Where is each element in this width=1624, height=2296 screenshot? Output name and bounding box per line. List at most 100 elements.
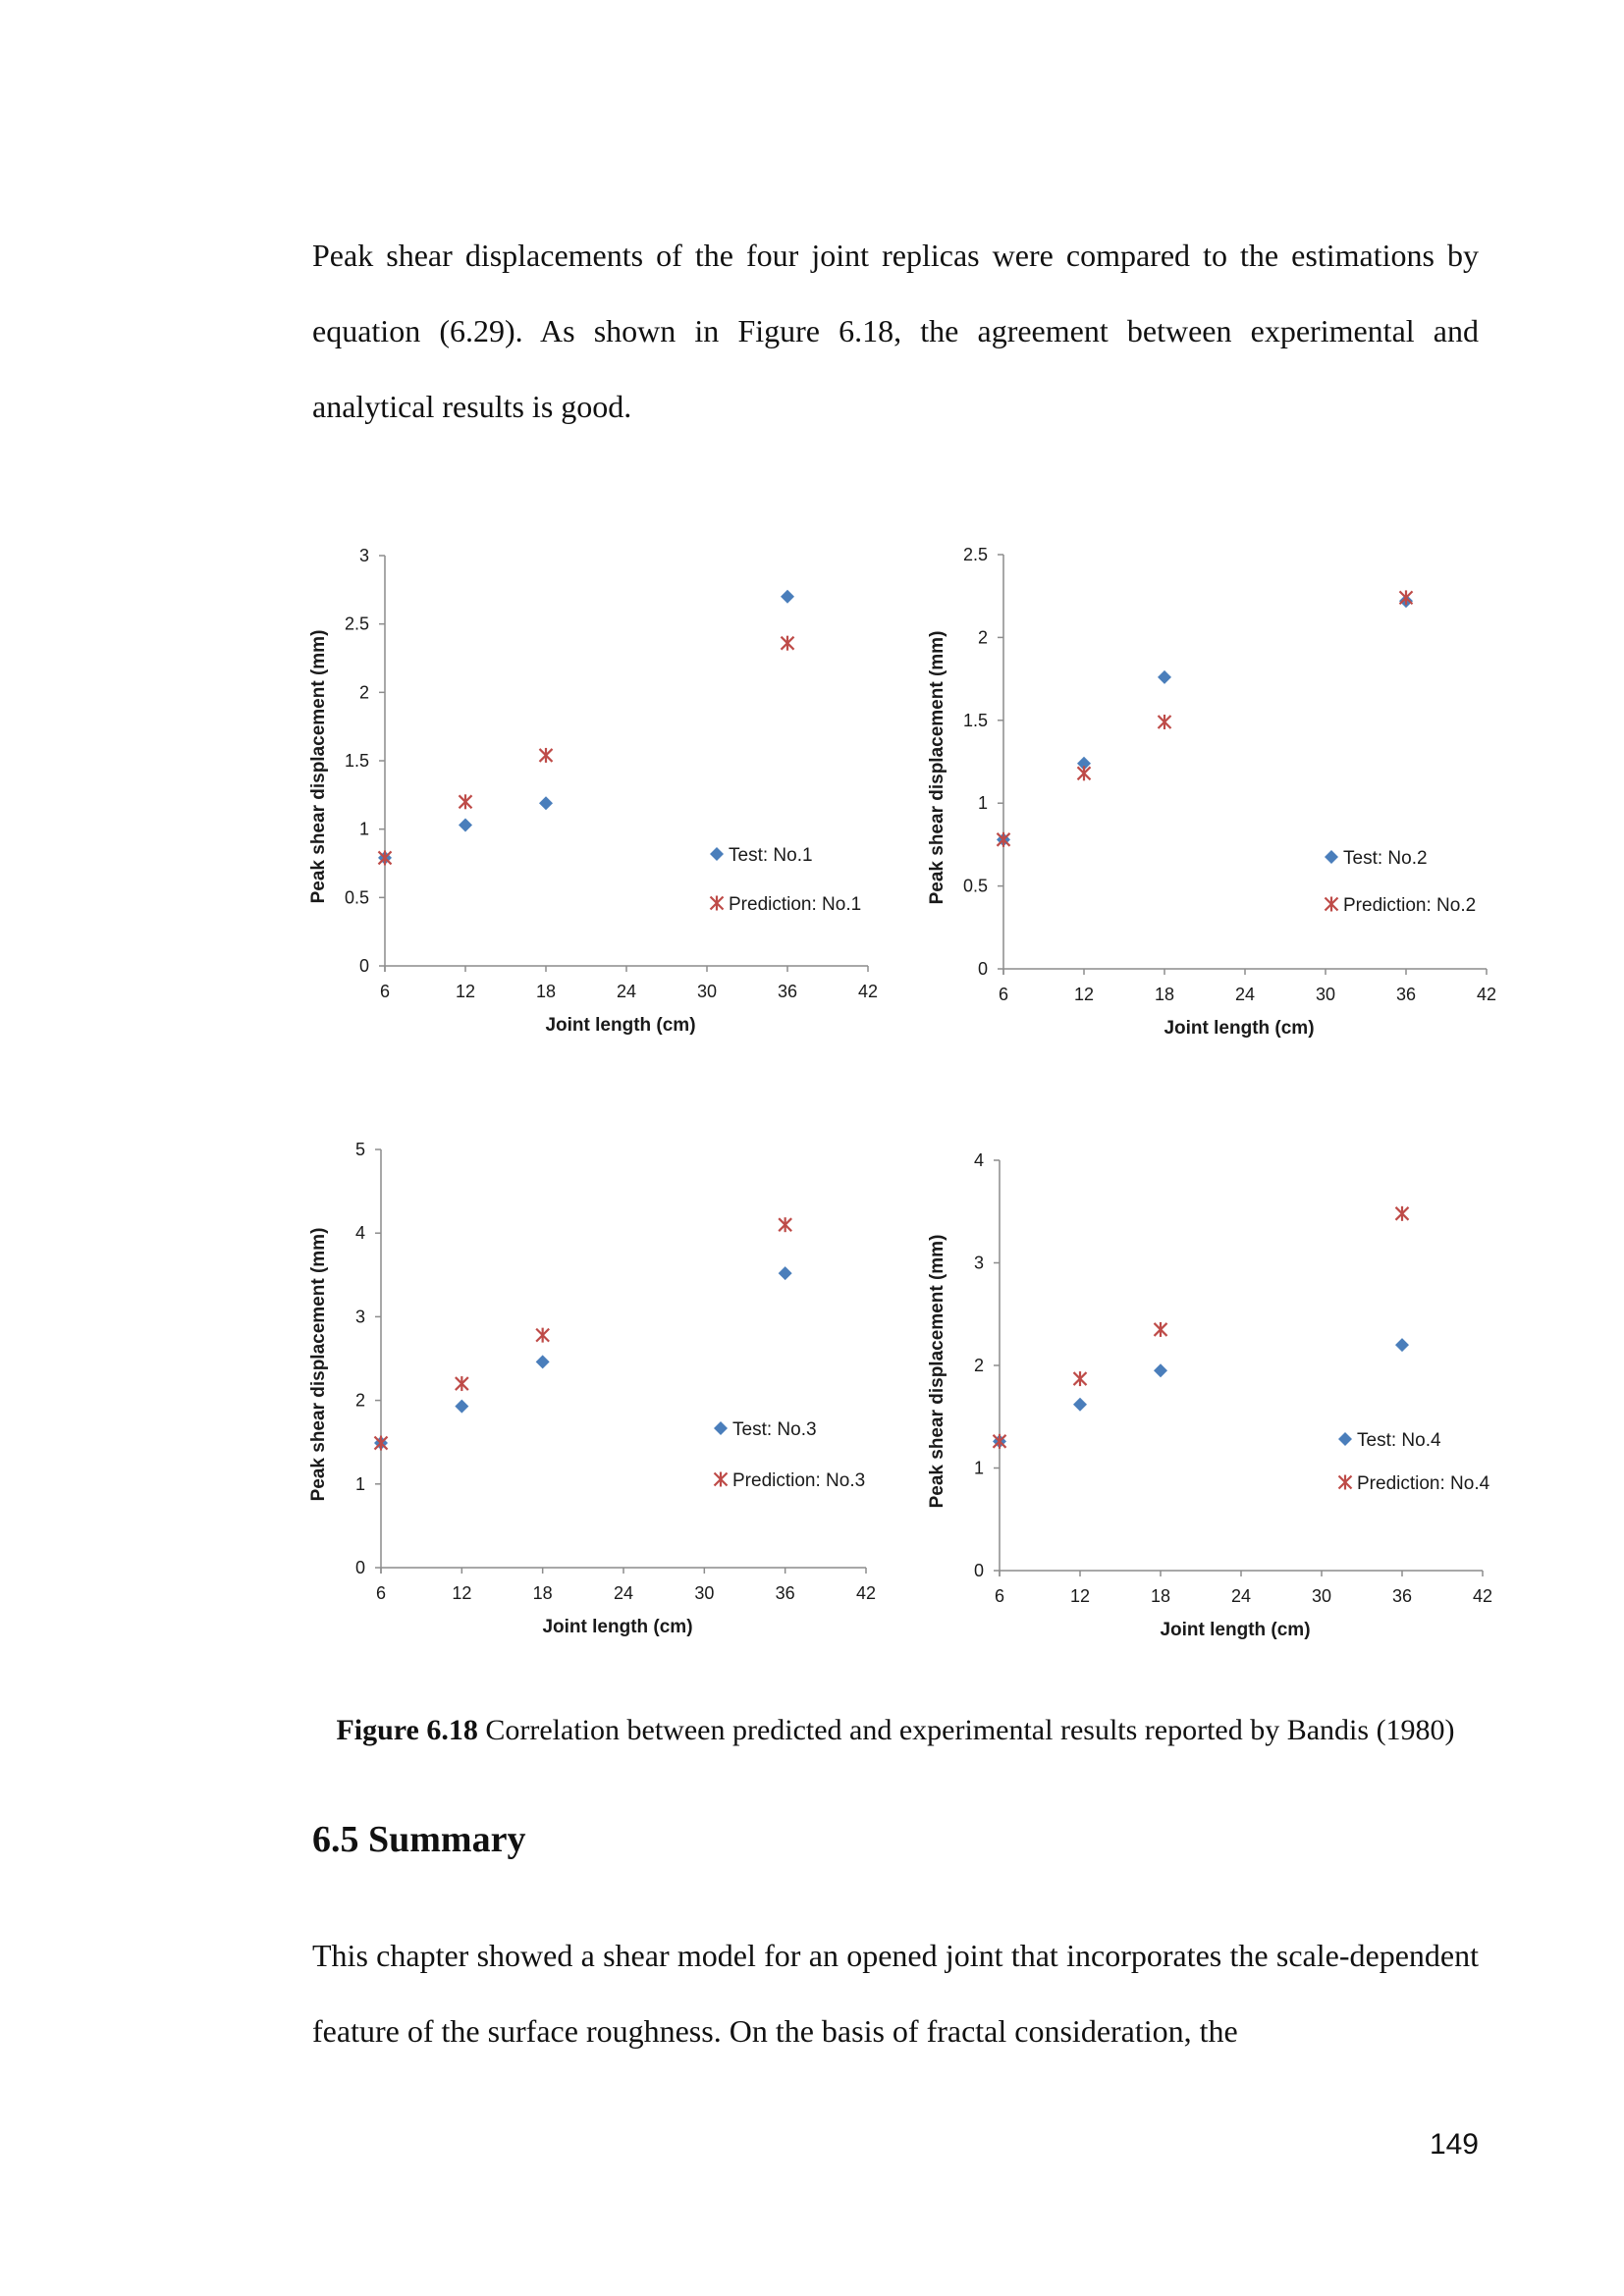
y-tick-label: 1 (974, 1459, 984, 1478)
prediction-data-point (538, 747, 554, 763)
legend-prediction-label: Prediction: No.4 (1357, 1473, 1490, 1494)
y-tick-label: 2.5 (963, 545, 988, 564)
y-tick-label: 3 (355, 1307, 365, 1326)
x-tick-label: 30 (1312, 1586, 1331, 1606)
figure-caption-label: Figure 6.18 (336, 1714, 478, 1746)
y-tick-label: 0 (974, 1561, 984, 1580)
x-tick-label: 12 (1074, 985, 1094, 1004)
y-tick-label: 1 (359, 820, 369, 839)
x-tick-label: 30 (694, 1583, 714, 1603)
prediction-data-point (1398, 590, 1414, 606)
y-tick-label: 2.5 (345, 614, 369, 634)
test-data-point (1395, 1338, 1409, 1353)
x-tick-label: 6 (995, 1586, 1004, 1606)
legend-prediction-marker (709, 895, 725, 911)
x-tick-label: 36 (778, 982, 797, 1001)
test-data-point (455, 1399, 469, 1414)
x-tick-label: 6 (376, 1583, 386, 1603)
x-tick-label: 42 (1473, 1586, 1492, 1606)
prediction-data-point (992, 1433, 1007, 1449)
test-data-point (535, 1355, 550, 1369)
prediction-data-point (778, 1217, 792, 1233)
test-data-point (1073, 1397, 1087, 1412)
y-tick-label: 0 (355, 1558, 365, 1577)
y-tick-label: 0 (359, 956, 369, 976)
prediction-data-point (377, 850, 393, 866)
y-tick-label: 3 (359, 546, 369, 565)
x-tick-label: 42 (856, 1583, 876, 1603)
intro-paragraph: Peak shear displacements of the four joi… (312, 238, 1479, 424)
x-tick-label: 12 (452, 1583, 471, 1603)
y-tick-label: 1.5 (345, 751, 369, 771)
x-tick-label: 6 (999, 985, 1008, 1004)
figure-caption: Figure 6.18 Correlation between predicte… (312, 1714, 1479, 1747)
figure-chart-no2: 0 0.5 1 1.5 2 2.5 6 12 18 24 30 36 42 Joint length (c… (927, 545, 1496, 1039)
x-tick-label: 24 (1235, 985, 1255, 1004)
legend-test-marker (714, 1421, 728, 1435)
test-data-point (1158, 669, 1171, 684)
y-axis-label: Peak shear displacement (mm) (308, 1228, 329, 1502)
y-tick-label: 5 (355, 1140, 365, 1159)
legend-test-label: Test: No.2 (1343, 848, 1428, 869)
y-tick-label: 0.5 (963, 877, 988, 896)
prediction-data-point (780, 635, 795, 651)
x-tick-label: 36 (1396, 985, 1416, 1004)
legend-prediction-marker (713, 1471, 729, 1487)
legend-test-label: Test: No.4 (1357, 1430, 1441, 1451)
x-tick-label: 30 (697, 982, 717, 1001)
test-data-point (778, 1266, 792, 1281)
x-tick-label: 42 (1477, 985, 1496, 1004)
y-tick-label: 4 (355, 1223, 365, 1243)
x-tick-label: 12 (456, 982, 475, 1001)
y-tick-label: 2 (355, 1391, 365, 1411)
x-tick-label: 18 (536, 982, 556, 1001)
x-tick-label: 36 (776, 1583, 795, 1603)
prediction-data-point (996, 831, 1011, 847)
prediction-data-point (1072, 1371, 1088, 1387)
legend-test-marker (1325, 850, 1338, 864)
test-data-point (539, 796, 553, 811)
legend-prediction-label: Prediction: No.3 (732, 1470, 865, 1491)
legend-prediction-marker (1337, 1474, 1353, 1490)
x-axis-label: Joint length (cm) (542, 1617, 692, 1637)
x-axis-label: Joint length (cm) (545, 1015, 695, 1036)
test-data-point (459, 818, 472, 832)
legend-prediction-marker (1324, 896, 1339, 912)
x-tick-label: 18 (533, 1583, 553, 1603)
prediction-data-point (458, 794, 473, 810)
x-tick-label: 42 (858, 982, 878, 1001)
x-axis-label: Joint length (cm) (1164, 1018, 1314, 1039)
y-tick-label: 2 (359, 682, 369, 702)
y-tick-label: 0.5 (345, 887, 369, 907)
legend-test-marker (1338, 1432, 1352, 1446)
test-data-point (1077, 756, 1091, 771)
x-tick-label: 18 (1155, 985, 1174, 1004)
y-tick-label: 1.5 (963, 711, 988, 730)
legend-prediction-label: Prediction: No.2 (1343, 895, 1476, 916)
y-tick-label: 3 (974, 1254, 984, 1273)
legend-prediction-label: Prediction: No.1 (729, 894, 861, 915)
page-number: 149 (1429, 2128, 1479, 2161)
y-tick-label: 4 (974, 1150, 984, 1170)
y-tick-label: 0 (978, 959, 988, 979)
x-tick-label: 30 (1316, 985, 1335, 1004)
y-axis-label: Peak shear displacement (mm) (308, 630, 329, 904)
test-data-point (1154, 1363, 1167, 1378)
y-axis-label: Peak shear displacement (mm) (927, 631, 947, 905)
y-tick-label: 1 (978, 793, 988, 813)
section-heading: 6.5 Summary (312, 1819, 526, 1860)
prediction-data-point (1157, 714, 1172, 729)
x-tick-label: 12 (1070, 1586, 1090, 1606)
prediction-data-point (373, 1435, 389, 1451)
summary-paragraph: This chapter showed a shear model for an… (312, 1938, 1479, 2049)
y-tick-label: 2 (974, 1356, 984, 1375)
y-axis-label: Peak shear displacement (mm) (927, 1235, 947, 1509)
prediction-data-point (1394, 1205, 1410, 1221)
x-tick-label: 36 (1392, 1586, 1412, 1606)
prediction-data-point (1153, 1321, 1168, 1337)
prediction-data-point (535, 1327, 550, 1343)
prediction-data-point (455, 1376, 469, 1392)
